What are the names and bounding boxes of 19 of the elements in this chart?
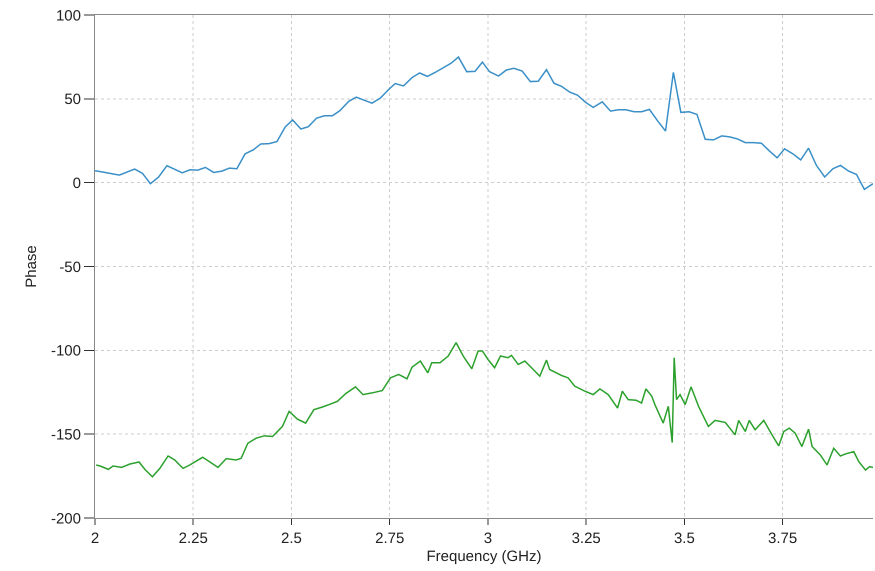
- y-tick-label: -200: [50, 510, 81, 528]
- line-series: [95, 342, 873, 478]
- y-tick-label: 100: [56, 7, 81, 24]
- x-tick-label: 3.75: [768, 530, 798, 547]
- y-tick-label: 50: [64, 91, 81, 108]
- y-tick-label: -150: [50, 426, 81, 444]
- y-axis-title: Phase: [23, 245, 40, 288]
- x-tick-label: 2.5: [281, 530, 302, 547]
- x-tick-label: 3.5: [674, 530, 695, 547]
- line-series: [95, 56, 873, 190]
- x-axis-title: Frequency (GHz): [426, 548, 542, 565]
- x-tick-label: 2.75: [375, 530, 404, 547]
- x-tick-label: 2: [90, 530, 100, 547]
- y-tick-label: -50: [59, 258, 81, 276]
- y-tick-label: 0: [72, 174, 81, 192]
- y-tick-label: -100: [50, 342, 81, 360]
- x-tick-label: 3: [484, 530, 492, 547]
- x-tick-label: 3.25: [572, 530, 601, 547]
- x-tick-label: 2.25: [178, 530, 208, 547]
